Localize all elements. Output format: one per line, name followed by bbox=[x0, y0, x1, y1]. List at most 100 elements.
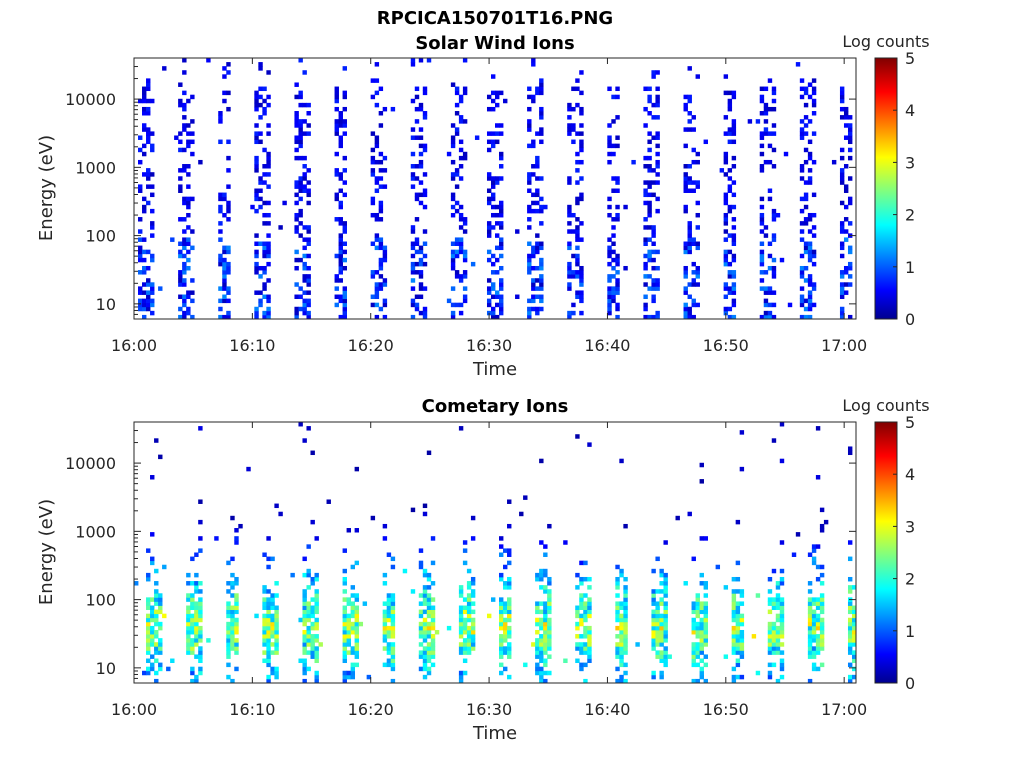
spectrogram-cell bbox=[418, 601, 424, 606]
spectrogram-cell bbox=[731, 131, 737, 136]
spectrogram-cell bbox=[298, 196, 303, 202]
spectrogram-cell bbox=[154, 568, 159, 574]
spectrogram-cell bbox=[486, 229, 492, 234]
spectrogram-cell bbox=[350, 564, 356, 570]
spectrogram-cell bbox=[382, 314, 388, 320]
spectrogram-cell bbox=[815, 650, 821, 655]
spectrogram-cell bbox=[262, 552, 267, 557]
spectrogram-cell bbox=[587, 646, 592, 651]
spectrogram-cell bbox=[819, 528, 825, 533]
spectrogram-cell bbox=[771, 625, 777, 631]
spectrogram-cell bbox=[695, 629, 700, 635]
spectrogram-cell bbox=[683, 184, 688, 189]
spectrogram-cell bbox=[314, 621, 319, 627]
spectrogram-cell bbox=[298, 102, 303, 108]
spectrogram-cell bbox=[150, 282, 155, 287]
spectrogram-cell bbox=[178, 188, 183, 193]
spectrogram-cell bbox=[338, 172, 343, 177]
spectrogram-cell bbox=[350, 609, 356, 615]
spectrogram-cell bbox=[811, 225, 817, 230]
spectrogram-cell bbox=[230, 572, 235, 578]
spectrogram-cell bbox=[611, 274, 616, 279]
spectrogram-cell bbox=[370, 172, 376, 177]
spectrogram-cell bbox=[571, 106, 576, 112]
spectrogram-cell bbox=[190, 196, 195, 202]
spectrogram-cell bbox=[619, 678, 624, 684]
spectrogram-cell bbox=[150, 253, 155, 259]
spectrogram-cell bbox=[422, 253, 428, 259]
spectrogram-cell bbox=[306, 613, 311, 619]
spectrogram-cell bbox=[611, 176, 616, 181]
spectrogram-cell bbox=[691, 180, 696, 185]
spectrogram-cell bbox=[751, 634, 757, 639]
spectrogram-cell bbox=[811, 625, 817, 631]
spectrogram-cell bbox=[803, 86, 809, 92]
spectrogram-cell bbox=[486, 302, 492, 308]
spectrogram-cell bbox=[218, 221, 223, 226]
spectrogram-cell bbox=[531, 139, 536, 145]
spectrogram-cell bbox=[723, 172, 729, 177]
spectrogram-cell bbox=[342, 298, 347, 304]
spectrogram-cell bbox=[839, 94, 845, 100]
spectrogram-cell bbox=[683, 143, 688, 149]
spectrogram-cell bbox=[571, 127, 576, 132]
spectrogram-cell bbox=[643, 241, 648, 246]
spectrogram-cell bbox=[226, 674, 231, 680]
spectrogram-cell bbox=[499, 212, 504, 218]
spectrogram-cell bbox=[386, 613, 392, 619]
spectrogram-cell bbox=[190, 625, 195, 631]
spectrogram-cell bbox=[703, 139, 708, 145]
spectrogram-cell bbox=[807, 634, 813, 639]
spectrogram-cell bbox=[426, 646, 432, 651]
spectrogram-cell bbox=[466, 613, 472, 619]
spectrogram-cell bbox=[507, 609, 512, 615]
spectrogram-cell bbox=[302, 629, 307, 635]
spectrogram-cell bbox=[314, 678, 319, 684]
spectrogram-cell bbox=[643, 265, 648, 271]
spectrogram-cell bbox=[218, 204, 223, 210]
spectrogram-cell bbox=[422, 585, 428, 590]
spectrogram-cell bbox=[687, 176, 692, 181]
spectrogram-cell bbox=[527, 127, 532, 132]
spectrogram-cell bbox=[370, 274, 376, 279]
spectrogram-cell bbox=[771, 98, 777, 104]
spectrogram-cell bbox=[306, 241, 311, 246]
spectrogram-cell bbox=[655, 556, 660, 562]
spectrogram-cell bbox=[354, 609, 360, 615]
spectrogram-cell bbox=[338, 253, 343, 259]
spectrogram-cell bbox=[839, 200, 845, 206]
spectrogram-cell bbox=[298, 58, 303, 63]
spectrogram-cell bbox=[575, 180, 580, 185]
spectrogram-cell bbox=[499, 265, 504, 271]
spectrogram-cell bbox=[811, 654, 817, 659]
spectrogram-cell bbox=[539, 208, 544, 214]
spectrogram-cell bbox=[499, 245, 504, 251]
spectrogram-cell bbox=[382, 609, 388, 615]
spectrogram-cell bbox=[503, 666, 508, 672]
spectrogram-cell bbox=[374, 135, 380, 140]
spectrogram-cell bbox=[731, 270, 737, 275]
spectrogram-cell bbox=[390, 621, 396, 627]
spectrogram-cell bbox=[579, 278, 584, 283]
spectrogram-cell bbox=[354, 593, 360, 598]
spectrogram-cell bbox=[691, 556, 696, 562]
spectrogram-cell bbox=[150, 662, 155, 668]
spectrogram-cell bbox=[142, 302, 147, 308]
spectrogram-cell bbox=[158, 601, 163, 606]
spectrogram-cell bbox=[354, 466, 360, 472]
spectrogram-cell bbox=[146, 278, 151, 283]
spectrogram-cell bbox=[731, 678, 737, 684]
spectrogram-cell bbox=[178, 102, 183, 108]
spectrogram-cell bbox=[699, 621, 704, 627]
spectrogram-cell bbox=[226, 265, 231, 271]
spectrogram-cell bbox=[294, 282, 299, 287]
spectrogram-cell bbox=[847, 642, 853, 647]
spectrogram-cell bbox=[839, 245, 845, 251]
spectrogram-cell bbox=[651, 613, 656, 619]
spectrogram-cell bbox=[527, 172, 532, 177]
spectrogram-cell bbox=[138, 237, 143, 242]
spectrogram-cell bbox=[659, 670, 664, 676]
spectrogram-cell bbox=[535, 642, 540, 647]
spectrogram-cell bbox=[759, 217, 765, 222]
spectrogram-cell bbox=[310, 634, 315, 639]
